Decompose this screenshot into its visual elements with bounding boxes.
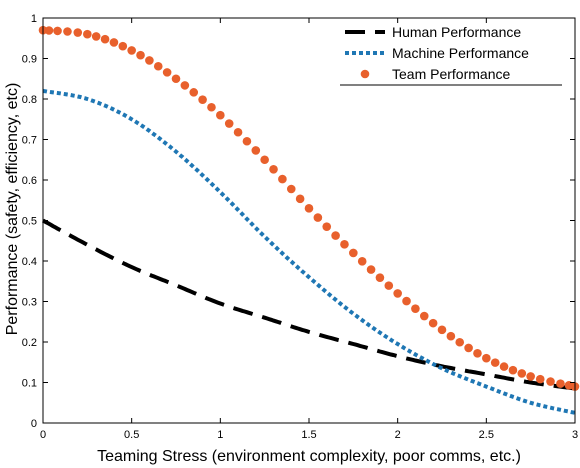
team-performance-marker [526,372,535,381]
team-performance-marker [171,74,181,84]
team-performance-marker [145,56,154,65]
team-performance-marker [517,369,527,378]
y-tick-label: 0.1 [22,378,37,390]
y-tick-label: 1 [31,13,37,25]
team-performance-marker [189,88,199,97]
legend-label: Machine Performance [392,45,529,61]
series-machine-performance [42,88,576,415]
team-performance-marker [91,32,101,41]
team-performance-marker [109,38,119,47]
team-performance-marker [508,365,518,375]
human-performance-line [41,218,576,391]
team-performance-marker [375,273,385,282]
team-performance-marker [535,374,545,384]
team-performance-marker [100,34,110,44]
team-performance-marker [73,28,83,37]
y-tick-label: 0.3 [22,297,37,309]
team-performance-marker [349,248,358,258]
machine-performance-line [42,88,576,415]
y-tick-label: 0.5 [22,216,37,228]
team-performance-marker [286,184,296,194]
team-performance-marker [216,110,225,120]
y-axis-title: Performance (safety, efficiency, etc) [4,83,21,336]
team-performance-marker [153,61,163,71]
team-performance-marker [224,119,234,128]
team-performance-marker [118,41,128,51]
x-tick-label: 0.5 [124,429,139,441]
series-team-performance [38,25,580,391]
team-performance-marker [464,343,473,353]
team-performance-marker [260,155,269,165]
team-performance-marker [490,358,500,367]
x-tick-label: 1.5 [301,429,316,441]
x-tick-label: 3 [572,429,578,441]
legend-label: Human Performance [392,24,521,40]
legend-marker [360,69,370,79]
y-tick-label: 0.8 [22,94,37,106]
team-performance-marker [499,362,509,371]
team-performance-marker [44,26,54,35]
x-tick-label: 2 [395,429,401,441]
y-tick-label: 0.2 [22,337,37,349]
team-performance-marker [331,231,340,240]
series-layer [38,25,580,415]
team-performance-marker [233,127,243,137]
team-performance-marker [136,50,145,60]
team-performance-marker [546,377,555,386]
x-axis-title: Teaming Stress (environment complexity, … [97,448,521,465]
team-performance-marker [428,318,438,328]
team-performance-marker [207,102,216,112]
team-performance-marker [251,146,261,155]
team-performance-marker [473,349,482,358]
x-tick-label: 2.5 [479,429,494,441]
team-performance-marker [322,222,332,231]
team-performance-marker [482,353,491,363]
team-performance-marker [198,95,207,104]
y-tick-label: 0.9 [22,54,37,66]
team-performance-marker [446,331,456,341]
legend: Human Performance Machine Performance Team… [340,24,562,86]
team-performance-marker [411,304,420,313]
team-performance-marker [393,289,402,298]
x-tick-label: 0 [40,429,46,441]
y-tick-label: 0 [31,418,37,430]
team-performance-marker [437,325,447,335]
team-performance-marker [556,379,565,388]
y-tick-label: 0.4 [22,256,37,268]
y-tick-label: 0.6 [22,175,37,187]
team-performance-marker [127,46,136,55]
team-performance-marker [304,204,314,213]
series-human-performance [41,218,576,391]
team-performance-marker [455,337,465,347]
team-performance-marker [242,136,252,146]
x-tick-label: 1 [217,429,223,441]
team-performance-marker [63,27,72,36]
team-performance-marker [419,311,429,321]
team-performance-marker [340,240,349,249]
team-performance-marker [402,296,411,306]
axes-layer: 0 0.5 1 1.5 2 2.5 3 0 0.1 0.2 0.3 0.4 0.5 0.6 0.7 0.8 0.… [22,13,578,441]
team-performance-marker [53,26,62,36]
y-tick-label: 0.7 [22,135,37,147]
legend-label: Team Performance [392,66,510,82]
team-performance-marker [295,194,305,204]
team-performance-marker [278,174,287,184]
team-performance-marker [313,213,323,222]
team-performance-marker [357,257,367,266]
team-performance-marker [83,29,92,39]
team-performance-marker [180,81,190,90]
team-performance-marker [366,265,376,274]
team-performance-marker [384,281,394,290]
team-performance-marker [269,164,278,174]
team-performance-marker [162,68,172,77]
